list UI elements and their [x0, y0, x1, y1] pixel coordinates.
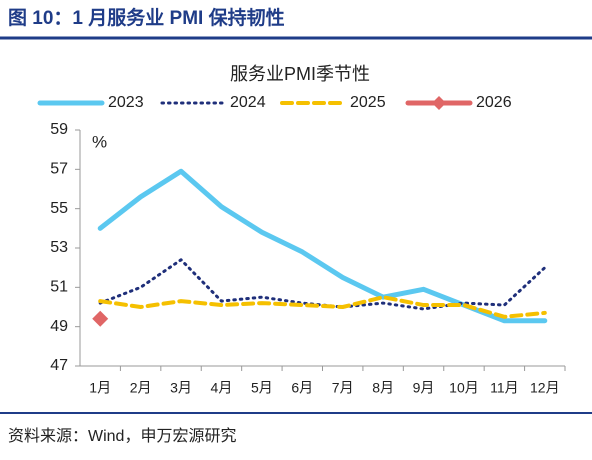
x-tick-label: 4月: [211, 380, 233, 396]
point-marker: [92, 310, 109, 327]
y-tick-label: 55: [50, 200, 68, 217]
legend-label: 2024: [230, 94, 266, 111]
x-tick-label: 8月: [372, 380, 394, 396]
header-title: 图 10：1 月服务业 PMI 保持韧性: [8, 6, 285, 29]
chart-title: 服务业PMI季节性: [230, 64, 370, 84]
x-tick-label: 11月: [490, 380, 519, 396]
x-tick-label: 3月: [170, 380, 192, 396]
y-tick-label: 49: [50, 318, 68, 335]
series-line: [98, 258, 547, 311]
series-line: [98, 295, 547, 319]
legend-label: 2026: [476, 94, 512, 111]
y-tick-label: 47: [50, 357, 68, 374]
x-tick-label: 6月: [291, 380, 313, 396]
x-tick-label: 9月: [413, 380, 435, 396]
legend-label: 2023: [108, 94, 144, 111]
y-tick-label: 57: [50, 161, 68, 178]
y-tick-label: 59: [50, 121, 68, 138]
x-tick-label: 5月: [251, 380, 273, 396]
legend-marker: [432, 96, 446, 110]
series-line: [97, 168, 548, 324]
y-unit: %: [92, 132, 107, 151]
y-tick-label: 51: [50, 279, 68, 296]
x-tick-label: 2月: [130, 380, 152, 396]
x-tick-label: 7月: [332, 380, 354, 396]
x-tick-label: 10月: [449, 380, 479, 396]
source: 资料来源：Wind，申万宏源研究: [8, 427, 236, 445]
x-tick-label: 1月: [89, 380, 111, 396]
x-tick-label: 12月: [530, 380, 560, 396]
y-tick-label: 53: [50, 239, 68, 256]
legend-label: 2025: [350, 94, 386, 111]
